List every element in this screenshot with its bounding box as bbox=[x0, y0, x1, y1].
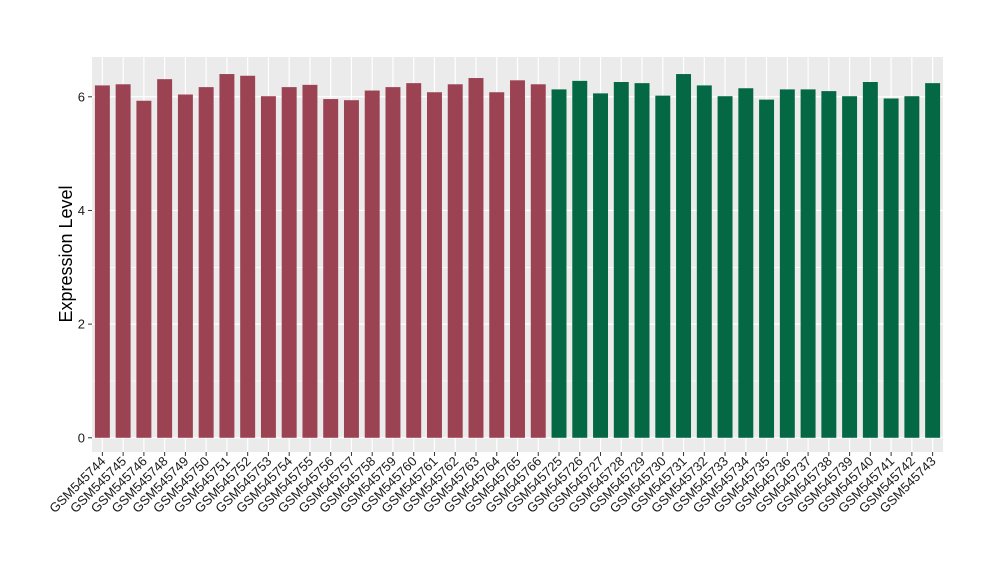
bar-GSM545740 bbox=[862, 82, 878, 438]
bar-GSM545727 bbox=[593, 93, 608, 438]
bar-GSM545739 bbox=[842, 96, 858, 438]
y-tick-label: 0 bbox=[78, 430, 85, 445]
bar-GSM545734 bbox=[738, 88, 754, 438]
bar-GSM545752 bbox=[240, 75, 256, 438]
bar-GSM545738 bbox=[821, 91, 837, 438]
bar-GSM545750 bbox=[198, 87, 214, 438]
bar-GSM545760 bbox=[406, 83, 422, 438]
bar-GSM545749 bbox=[177, 94, 193, 438]
bar-GSM545755 bbox=[302, 84, 318, 438]
bars bbox=[94, 74, 941, 438]
bar-GSM545751 bbox=[219, 74, 235, 438]
bar-GSM545754 bbox=[281, 87, 297, 438]
bar-GSM545746 bbox=[136, 100, 152, 438]
x-axis-ticks: GSM545744GSM545745GSM545746GSM545748GSM5… bbox=[46, 452, 939, 516]
bar-GSM545753 bbox=[260, 96, 276, 438]
bar-GSM545742 bbox=[904, 96, 920, 438]
bar-GSM545725 bbox=[551, 89, 567, 438]
bar-GSM545759 bbox=[385, 87, 401, 438]
bar-GSM545731 bbox=[676, 74, 692, 438]
bar-GSM545726 bbox=[572, 80, 588, 438]
bar-GSM545737 bbox=[800, 89, 816, 438]
bar-GSM545728 bbox=[613, 82, 629, 438]
bar-GSM545744 bbox=[94, 85, 110, 438]
bar-GSM545748 bbox=[157, 79, 173, 438]
y-axis-title: Expression Level bbox=[56, 185, 76, 322]
bar-GSM545763 bbox=[468, 78, 484, 438]
bar-GSM545757 bbox=[343, 100, 359, 438]
bar-GSM545756 bbox=[323, 99, 339, 438]
bar-GSM545736 bbox=[779, 89, 795, 438]
bar-GSM545735 bbox=[759, 99, 775, 438]
y-axis-ticks: 0 2 4 6 bbox=[78, 89, 92, 445]
bar-GSM545766 bbox=[530, 84, 546, 438]
bar-GSM545732 bbox=[696, 85, 712, 438]
bar-GSM545758 bbox=[364, 90, 380, 438]
bar-GSM545761 bbox=[427, 92, 442, 438]
y-tick-label: 4 bbox=[78, 203, 85, 218]
bar-GSM545745 bbox=[115, 84, 131, 438]
y-tick-label: 2 bbox=[78, 317, 85, 332]
bar-GSM545741 bbox=[883, 98, 899, 438]
bar-GSM545762 bbox=[447, 84, 463, 438]
bar-GSM545730 bbox=[655, 95, 671, 438]
bar-GSM545733 bbox=[717, 96, 733, 438]
bar-GSM545764 bbox=[489, 92, 505, 438]
y-tick-label: 6 bbox=[78, 89, 85, 104]
bar-GSM545729 bbox=[634, 83, 650, 438]
bar-GSM545743 bbox=[925, 83, 941, 438]
bar-GSM545765 bbox=[510, 80, 525, 438]
